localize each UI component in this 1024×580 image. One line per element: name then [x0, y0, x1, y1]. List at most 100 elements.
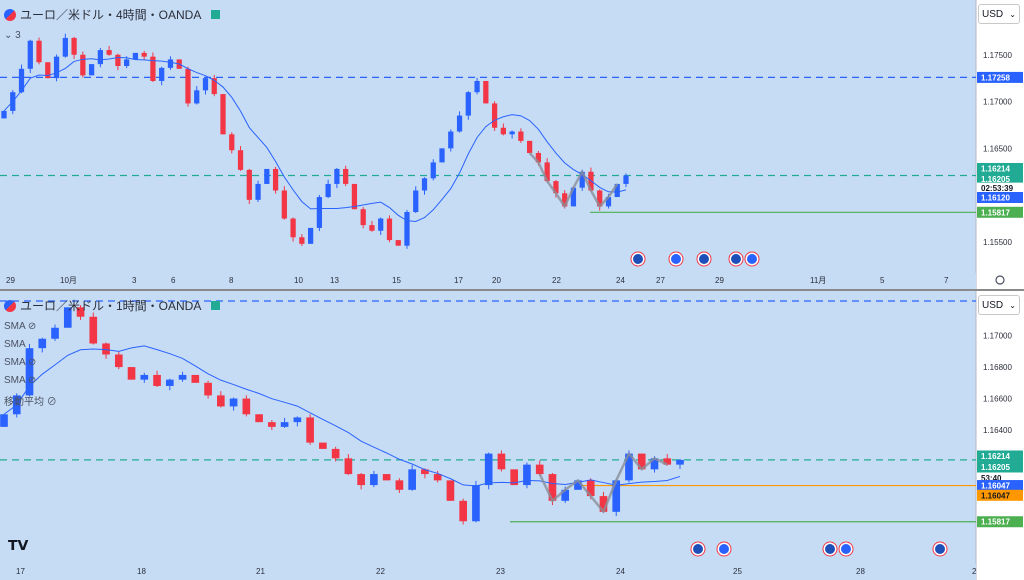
- badge-current: 1.16120: [977, 192, 1023, 203]
- candle-body: [650, 458, 659, 470]
- economic-event-marker: [668, 251, 684, 267]
- symbol-header: ユーロ／米ドル・4時間・OANDA: [4, 6, 221, 23]
- date-tick-label: 23: [496, 567, 505, 576]
- candle-body: [465, 92, 471, 116]
- chart-canvas-1h[interactable]: 1.172001.170001.168001.166001.1640017182…: [0, 291, 1024, 580]
- candle-body: [237, 150, 244, 170]
- candle-body: [413, 190, 419, 213]
- currency-select[interactable]: USD ⌄: [978, 4, 1020, 24]
- candle-body: [194, 90, 200, 104]
- candle-body: [378, 218, 384, 231]
- badge-orange: 1.16047: [977, 489, 1023, 501]
- eye-off-icon[interactable]: ⊘: [46, 397, 57, 408]
- badge-support-bg: [977, 206, 1023, 218]
- candle-body: [570, 187, 577, 207]
- candle-body: [115, 54, 121, 66]
- chart-panel-1h[interactable]: 1.172001.170001.168001.166001.1640017182…: [0, 291, 1024, 580]
- badge-pivot-1-label: 1.16214: [981, 452, 1010, 461]
- candle-body: [25, 348, 34, 396]
- candle-body: [53, 56, 60, 79]
- date-tick-label: 29: [715, 276, 724, 285]
- badge-pivot-1: 1.16214: [977, 450, 1023, 462]
- date-tick-label: 28: [856, 567, 865, 576]
- badge-countdown-label: 53:40: [981, 474, 1002, 483]
- candle-body: [535, 153, 542, 163]
- chart-canvas-4h[interactable]: 1.175001.170001.165001.160001.155002910月…: [0, 0, 1024, 289]
- badge-pivot-2: 1.16205: [977, 461, 1023, 473]
- date-tick-label: 17: [16, 567, 25, 576]
- economic-event-marker: [690, 541, 706, 557]
- date-tick-label: 15: [392, 276, 401, 285]
- oanda-logo-icon: [4, 299, 16, 312]
- candle-body: [448, 131, 454, 149]
- candle-body: [211, 78, 217, 95]
- date-tick-label: 17: [454, 276, 463, 285]
- candle-body: [51, 327, 59, 339]
- candle-body: [229, 134, 235, 151]
- candle-body: [535, 464, 544, 475]
- indicator-sma-3[interactable]: SMA ⊘: [4, 357, 36, 368]
- date-tick-label: 20: [492, 276, 501, 285]
- currency-select[interactable]: USD ⌄: [978, 295, 1020, 315]
- badge-current-label: 1.16047: [981, 482, 1010, 491]
- candle-body: [165, 379, 174, 386]
- candle-body: [89, 316, 98, 344]
- badge-pivot-2: 1.16205: [977, 173, 1023, 185]
- chart-panel-4h[interactable]: 1.175001.170001.165001.160001.155002910月…: [0, 0, 1024, 291]
- badge-support-label: 1.15817: [981, 518, 1010, 527]
- symbol-header: ユーロ／米ドル・1時間・OANDA: [4, 297, 221, 314]
- indicator-sma-1[interactable]: SMA ⊘: [4, 321, 36, 332]
- tradingview-logo-icon: 𝗧𝗩: [8, 537, 29, 553]
- candle-body: [290, 218, 296, 238]
- badge-support: 1.15817: [977, 206, 1023, 218]
- indicator-sma-2[interactable]: SMA: [4, 339, 26, 350]
- candle-body: [484, 453, 493, 486]
- candle-body: [637, 453, 646, 470]
- candle-body: [474, 80, 480, 93]
- candle-body: [106, 50, 112, 55]
- candle-body: [623, 175, 629, 184]
- candle-body: [523, 464, 531, 486]
- date-tick-label: 2: [972, 567, 977, 576]
- indicator-toggle[interactable]: ⌄ 3: [4, 30, 21, 41]
- indicator-count: 3: [15, 30, 21, 41]
- candle-body: [562, 193, 568, 207]
- price-tick-label: 1.17000: [983, 98, 1012, 107]
- candle-body: [102, 343, 110, 355]
- indicator-sma-4[interactable]: SMA ⊘: [4, 375, 36, 386]
- oanda-logo-icon: [4, 8, 16, 21]
- price-tick-label: 1.17000: [983, 332, 1012, 341]
- candle-body: [456, 115, 463, 132]
- candle-body: [71, 37, 77, 55]
- settings-gear-icon: [995, 275, 1005, 285]
- candle-body: [18, 68, 25, 93]
- badge-orange-label: 1.16047: [981, 491, 1010, 500]
- price-axis: [976, 291, 1024, 580]
- eye-off-icon[interactable]: ⊘: [27, 375, 37, 386]
- candle-body: [38, 338, 47, 349]
- indicator-ma[interactable]: 移動平均 ⊘: [4, 393, 57, 408]
- time-axis: [0, 564, 976, 580]
- eye-off-icon[interactable]: ⊘: [27, 321, 37, 332]
- eye-off-icon[interactable]: ⊘: [27, 357, 37, 368]
- candle-body: [491, 103, 498, 128]
- candle-body: [62, 37, 68, 57]
- price-tick-label: 1.16400: [983, 426, 1012, 435]
- date-tick-label: 8: [229, 276, 234, 285]
- candle-body: [497, 453, 506, 470]
- date-tick-label: 25: [733, 567, 742, 576]
- date-tick-label: 27: [656, 276, 665, 285]
- candle-body: [395, 480, 404, 490]
- badge-pivot-2-bg: [977, 461, 1023, 473]
- economic-event-marker: [822, 541, 838, 557]
- badge-support-bg: [977, 516, 1023, 528]
- date-tick-label: 13: [330, 276, 339, 285]
- candle-body: [167, 59, 174, 68]
- candle-body: [553, 181, 559, 194]
- candle-body: [676, 459, 684, 465]
- event-flag-icon: [719, 544, 729, 554]
- candle-body: [246, 169, 252, 200]
- badge-pivot-1-bg: [977, 450, 1023, 462]
- candle-body: [574, 480, 582, 490]
- symbol-title: ユーロ／米ドル・1時間・OANDA: [20, 299, 202, 313]
